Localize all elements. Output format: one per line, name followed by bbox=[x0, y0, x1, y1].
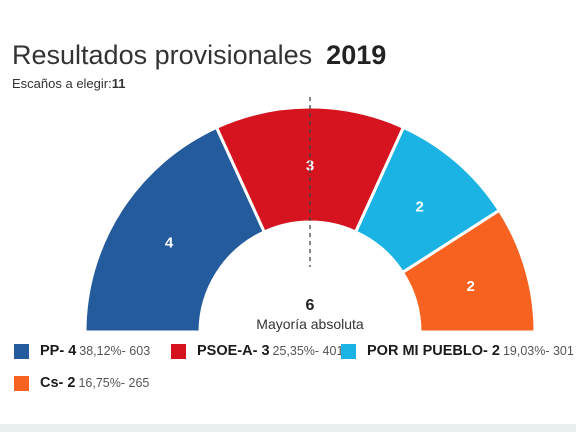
legend-name-pp: PP- 4 bbox=[40, 343, 77, 359]
legend-swatch-por-mi-pueblo bbox=[341, 343, 356, 359]
legend-stats-por-mi-pueblo: 19,03%- 301 bbox=[502, 344, 574, 358]
legend-item-por-mi-pueblo: POR MI PUEBLO- 2 19,03%- 301 bbox=[341, 343, 574, 359]
legend-swatch-psoe bbox=[171, 343, 186, 359]
hemicycle-chart: 4 3 2 2 6 Mayoría absoluta bbox=[83, 97, 537, 334]
seat-label-psoe-a: 3 bbox=[306, 158, 314, 175]
majority-value: 6 bbox=[306, 297, 315, 314]
arc-segment-pp bbox=[83, 125, 267, 334]
footer-bar bbox=[0, 424, 576, 432]
legend-stats-cs: 16,75%- 265 bbox=[78, 376, 150, 390]
legend-item-cs: Cs- 2 16,75%- 265 bbox=[14, 375, 149, 391]
legend-name-por-mi-pueblo: POR MI PUEBLO- 2 bbox=[367, 343, 500, 359]
legend-swatch-cs bbox=[14, 375, 29, 391]
legend-stats-psoe: 25,35%- 401 bbox=[272, 344, 344, 358]
seats-total: 11 bbox=[111, 76, 126, 91]
seat-arcs: 4 3 2 2 bbox=[83, 105, 537, 334]
seats-label: Escaños a elegir: bbox=[12, 76, 112, 91]
arc-segment-cs bbox=[400, 208, 537, 334]
seats-to-elect: Escaños a elegir:11 bbox=[12, 76, 125, 91]
legend-stats-pp: 38,12%- 603 bbox=[79, 344, 151, 358]
seat-label-pp: 4 bbox=[165, 234, 174, 251]
legend-name-psoe: PSOE-A- 3 bbox=[197, 343, 270, 359]
legend-swatch-pp bbox=[14, 343, 29, 359]
election-year: 2019 bbox=[326, 40, 387, 70]
seat-label-por-mi-pueblo: 2 bbox=[416, 198, 424, 215]
legend-item-pp: PP- 4 38,12%- 603 bbox=[14, 343, 150, 359]
legend-name-cs: Cs- 2 bbox=[40, 375, 76, 391]
title-row: Resultados provisionales 2019 bbox=[12, 40, 386, 71]
legend-item-psoe: PSOE-A- 3 25,35%- 401 bbox=[171, 343, 343, 359]
chart-title: Resultados provisionales bbox=[12, 40, 313, 70]
majority-label: Mayoría absoluta bbox=[256, 316, 364, 332]
seat-label-cs: 2 bbox=[467, 278, 475, 295]
